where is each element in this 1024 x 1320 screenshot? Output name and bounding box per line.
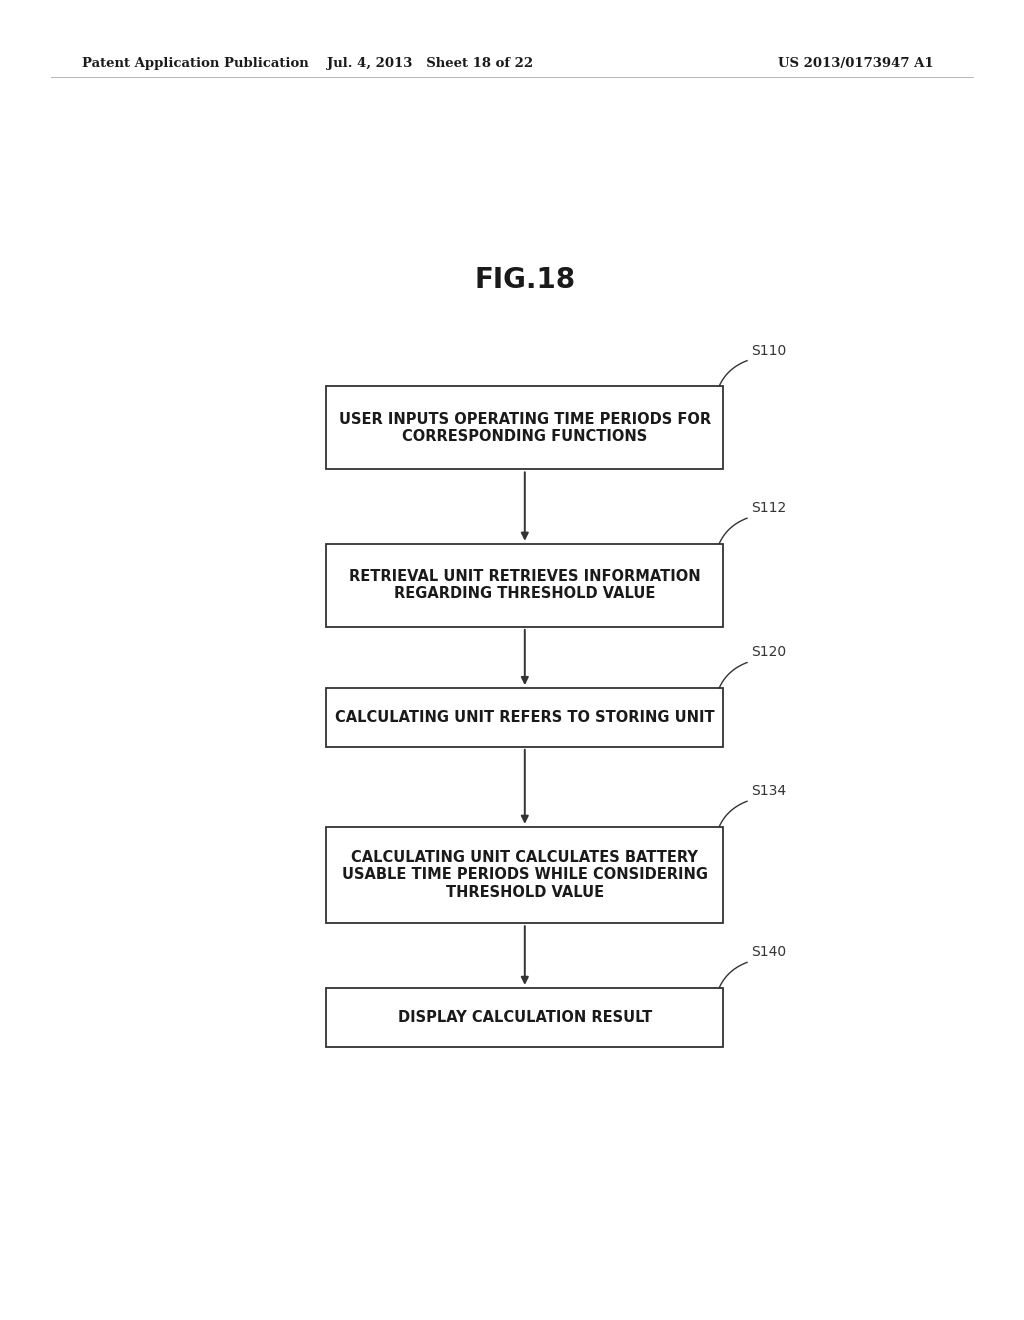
Text: CALCULATING UNIT CALCULATES BATTERY
USABLE TIME PERIODS WHILE CONSIDERING
THRESH: CALCULATING UNIT CALCULATES BATTERY USAB…	[342, 850, 708, 900]
Bar	[327, 544, 723, 627]
Text: S140: S140	[751, 945, 786, 960]
Text: Patent Application Publication: Patent Application Publication	[82, 57, 308, 70]
Bar	[327, 987, 723, 1047]
Text: USER INPUTS OPERATING TIME PERIODS FOR
CORRESPONDING FUNCTIONS: USER INPUTS OPERATING TIME PERIODS FOR C…	[339, 412, 711, 444]
Text: US 2013/0173947 A1: US 2013/0173947 A1	[778, 57, 934, 70]
Bar	[327, 385, 723, 470]
Text: S112: S112	[751, 502, 786, 515]
Text: Jul. 4, 2013   Sheet 18 of 22: Jul. 4, 2013 Sheet 18 of 22	[327, 57, 534, 70]
Text: FIG.18: FIG.18	[474, 267, 575, 294]
Text: RETRIEVAL UNIT RETRIEVES INFORMATION
REGARDING THRESHOLD VALUE: RETRIEVAL UNIT RETRIEVES INFORMATION REG…	[349, 569, 700, 602]
Text: S110: S110	[751, 343, 786, 358]
Text: DISPLAY CALCULATION RESULT: DISPLAY CALCULATION RESULT	[397, 1010, 652, 1024]
Text: S134: S134	[751, 784, 786, 799]
Text: S120: S120	[751, 645, 786, 660]
Bar	[327, 826, 723, 923]
Text: CALCULATING UNIT REFERS TO STORING UNIT: CALCULATING UNIT REFERS TO STORING UNIT	[335, 710, 715, 725]
Bar	[327, 688, 723, 747]
